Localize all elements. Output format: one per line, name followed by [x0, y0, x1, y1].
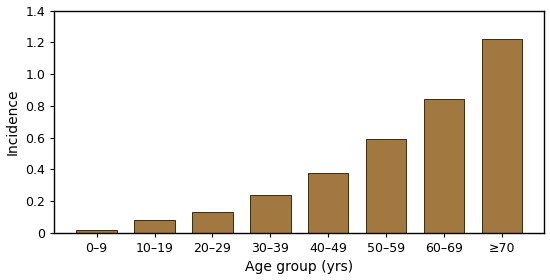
Bar	[366, 139, 406, 233]
Bar	[250, 195, 290, 233]
Bar	[308, 172, 349, 233]
Bar	[482, 39, 522, 233]
Bar	[192, 212, 233, 233]
Bar	[134, 220, 175, 233]
X-axis label: Age group (yrs): Age group (yrs)	[245, 260, 353, 274]
Y-axis label: Incidence: Incidence	[6, 88, 20, 155]
Bar	[424, 99, 464, 233]
Bar	[76, 230, 117, 233]
